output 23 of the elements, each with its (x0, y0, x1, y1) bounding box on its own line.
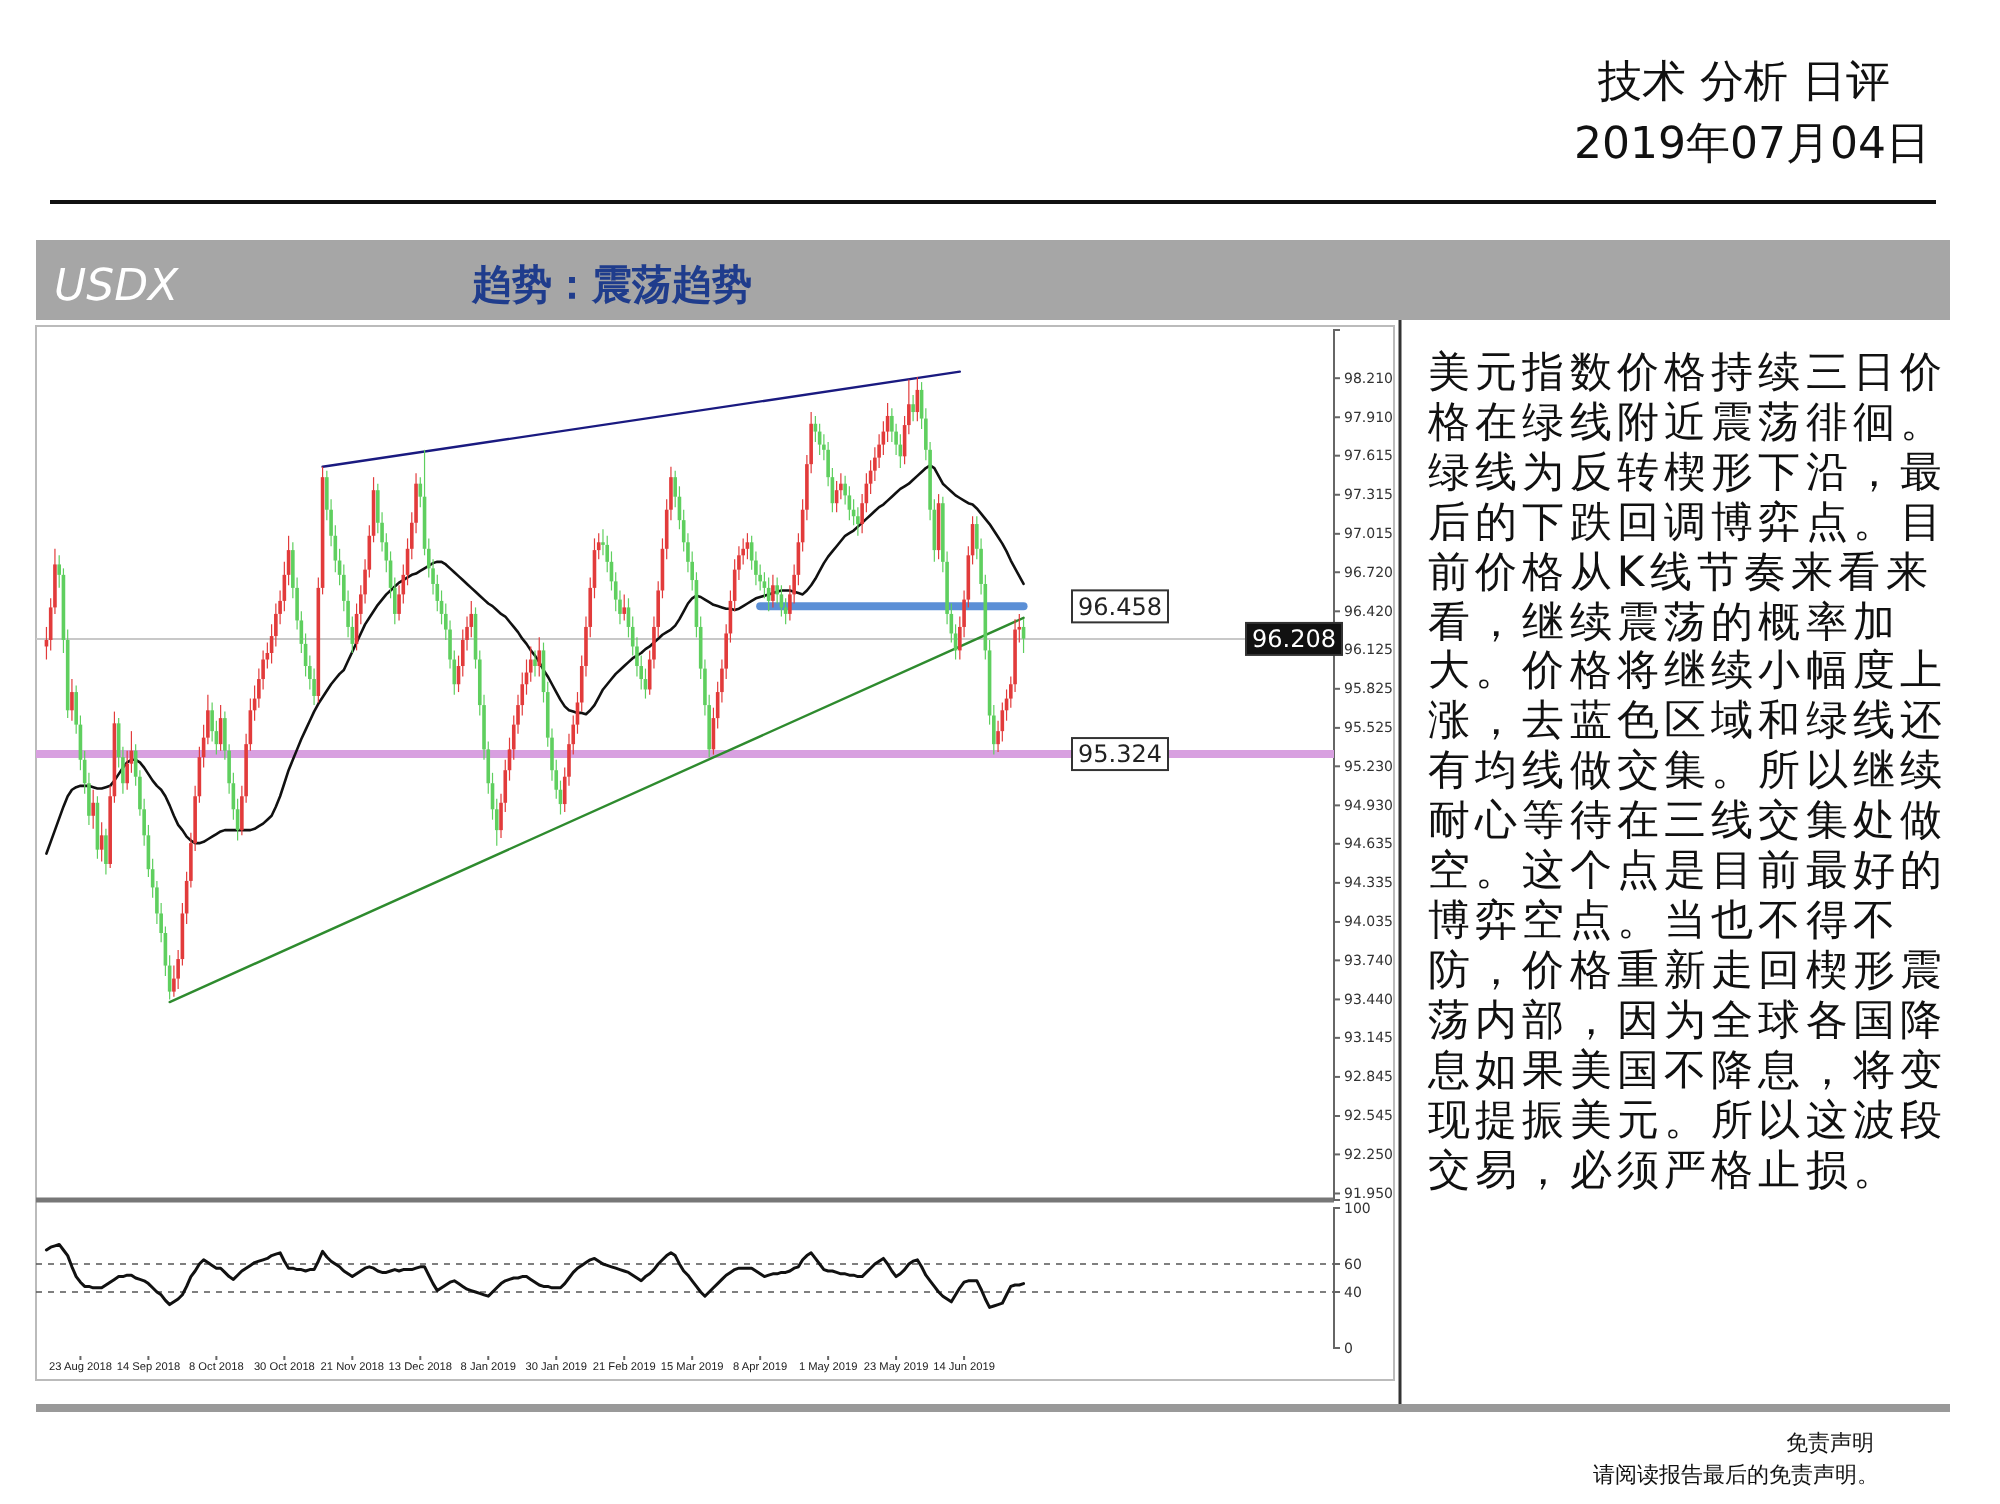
line-series (45, 464, 1025, 855)
chart-subtitle: 趋势：震荡趋势 (470, 260, 752, 308)
price-tag: 95.324 (1071, 737, 1169, 772)
line-series (44, 1242, 1026, 1309)
price-tag: 96.458 (1071, 589, 1169, 624)
candlestick (771, 574, 775, 609)
candlestick (856, 506, 860, 537)
ref-line-label: 96.208 (1252, 625, 1336, 654)
candlestick (70, 678, 74, 722)
text: 美元指数价格持续三日价格在绿线附近震荡徘徊。绿线为反转楔形下沿，最后的下跌回调博弈点。目前价格从K线节奏来看来看，继续震荡的概率加大。价格将继续小幅度上涨，去蓝色区域和绿线还有均线做交集。所以继续耐心等待在三线交集处做空。这个点是目前最好的博弈空点。当也不得不防，价格重新走回楔形震荡内部，因为全球各国降息如果美国不降息，将变现提振美元。所以这波段交易，必须严格止损。 (1428, 348, 1948, 1193)
candlestick (911, 394, 915, 422)
text: 2019年07月04日 (1574, 120, 1930, 170)
price-tag: 96.208 (1245, 621, 1343, 656)
text: 免责声明 (1786, 1430, 1874, 1456)
candlestick (104, 828, 108, 875)
candlestick (91, 789, 95, 830)
ref-line-label: 95.324 (1078, 740, 1162, 769)
candlestick (533, 649, 537, 678)
text: 请阅读报告最后的免责声明。 (1593, 1462, 1879, 1488)
text: 技术 分析 日评 (1596, 58, 1890, 108)
candlestick (622, 593, 627, 622)
candlestick (537, 636, 542, 678)
chart-title: USDX (54, 262, 181, 312)
